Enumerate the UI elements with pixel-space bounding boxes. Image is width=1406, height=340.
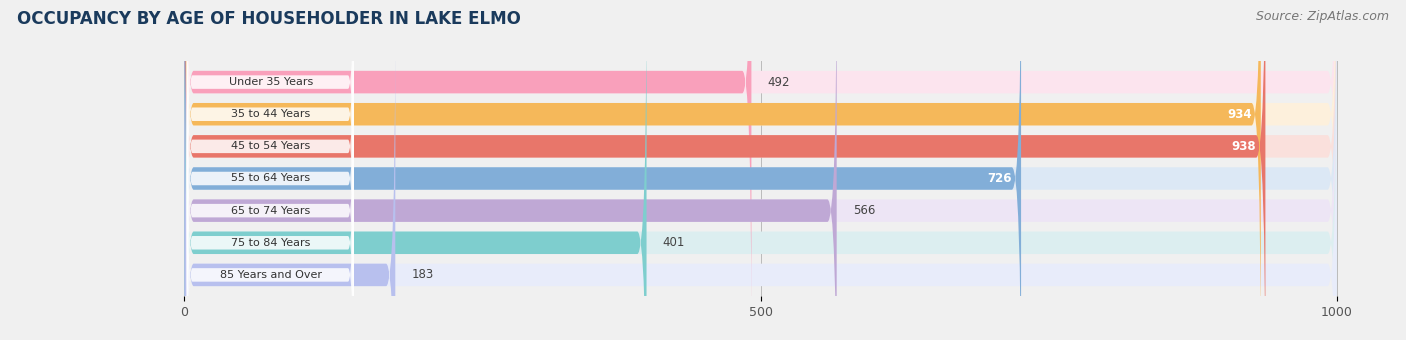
FancyBboxPatch shape (187, 24, 354, 333)
FancyBboxPatch shape (187, 89, 354, 340)
FancyBboxPatch shape (184, 0, 1265, 340)
FancyBboxPatch shape (184, 29, 395, 340)
FancyBboxPatch shape (184, 0, 837, 340)
FancyBboxPatch shape (184, 0, 1337, 340)
FancyBboxPatch shape (184, 0, 1337, 340)
FancyBboxPatch shape (184, 29, 1337, 340)
FancyBboxPatch shape (184, 0, 1337, 340)
FancyBboxPatch shape (184, 0, 1261, 340)
Text: 566: 566 (853, 204, 875, 217)
Text: 45 to 54 Years: 45 to 54 Years (231, 141, 311, 151)
Text: Source: ZipAtlas.com: Source: ZipAtlas.com (1256, 10, 1389, 23)
Text: 401: 401 (662, 236, 685, 249)
Text: 55 to 64 Years: 55 to 64 Years (231, 173, 311, 184)
Text: 75 to 84 Years: 75 to 84 Years (231, 238, 311, 248)
FancyBboxPatch shape (184, 0, 751, 328)
FancyBboxPatch shape (187, 0, 354, 268)
Text: 938: 938 (1232, 140, 1256, 153)
FancyBboxPatch shape (187, 0, 354, 236)
Text: 183: 183 (412, 268, 433, 282)
Text: 35 to 44 Years: 35 to 44 Years (231, 109, 311, 119)
FancyBboxPatch shape (187, 121, 354, 340)
Text: 726: 726 (987, 172, 1012, 185)
Text: 85 Years and Over: 85 Years and Over (219, 270, 322, 280)
FancyBboxPatch shape (184, 0, 1337, 328)
Text: 492: 492 (768, 75, 790, 89)
FancyBboxPatch shape (184, 0, 647, 340)
Text: OCCUPANCY BY AGE OF HOUSEHOLDER IN LAKE ELMO: OCCUPANCY BY AGE OF HOUSEHOLDER IN LAKE … (17, 10, 520, 28)
Text: 65 to 74 Years: 65 to 74 Years (231, 206, 311, 216)
FancyBboxPatch shape (184, 0, 1337, 340)
FancyBboxPatch shape (187, 57, 354, 340)
FancyBboxPatch shape (187, 0, 354, 300)
FancyBboxPatch shape (184, 0, 1021, 340)
Text: 934: 934 (1227, 108, 1251, 121)
Text: Under 35 Years: Under 35 Years (229, 77, 314, 87)
FancyBboxPatch shape (184, 0, 1337, 340)
